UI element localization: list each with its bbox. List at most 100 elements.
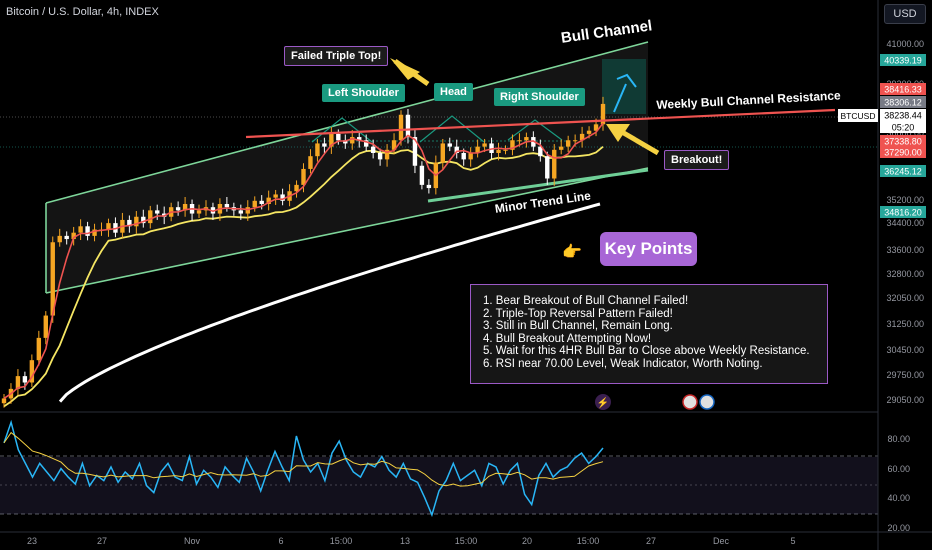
us-flag-event-icon-2[interactable] (699, 394, 715, 410)
candle-body (517, 140, 522, 142)
candle-body (405, 114, 411, 138)
rsi-band (0, 457, 878, 514)
time-tick-label: 15:00 (330, 536, 353, 546)
rsi-ma-line (3, 431, 604, 487)
breakout-arrowhead (616, 73, 637, 88)
us-flag-event-icon[interactable] (682, 394, 698, 410)
candle-body (559, 146, 564, 150)
candle-body (510, 140, 515, 150)
candle-body (412, 137, 418, 166)
key-points-box: 1. Bear Breakout of Bull Channel Failed!… (470, 284, 828, 384)
candle-body (1, 398, 7, 404)
currency-button[interactable]: USD (884, 4, 926, 24)
candle-body (182, 204, 188, 211)
key-point-6: 6. RSI near 70.00 Level, Weak Indicator,… (483, 357, 763, 370)
lightning-event-icon[interactable] (595, 394, 611, 410)
price-tag-bg (880, 109, 926, 121)
candle-body (579, 133, 585, 141)
time-tick-label: 15:00 (577, 536, 600, 546)
key-point-1: 1. Bear Breakout of Bull Channel Failed! (483, 295, 689, 307)
candle-body (43, 315, 48, 338)
price-tick-label: 32050.00 (886, 293, 924, 303)
price-tag-label: 40339.19 (884, 56, 922, 66)
rsi-axis-ticks: 80.00 60.00 40.00 20.00 (887, 434, 910, 533)
price-tick-label: 31250.00 (886, 319, 924, 329)
price-tag-label: 37290.00 (884, 148, 922, 158)
time-tick-label: 27 (646, 536, 656, 546)
candle-body (343, 140, 348, 144)
candle-body (238, 210, 244, 214)
price-tag-bg (880, 121, 926, 133)
price-tag-label: 38306.12 (884, 98, 922, 108)
price-tick-label: 32800.00 (886, 269, 924, 279)
candle-body (496, 149, 501, 153)
price-tick-label: 33600.00 (886, 245, 924, 255)
candle-body (106, 223, 111, 230)
lightning-glyph: ⚡ (597, 396, 609, 409)
failed-top-arrow-shaft (393, 58, 430, 87)
candle-body (15, 376, 21, 389)
candle-body (440, 143, 446, 163)
symbol-tag: BTCUSD (841, 111, 876, 121)
ma-fast-line (3, 122, 604, 400)
price-axis-tags: 40339.19 38416.33 38306.12 38238.44 05:20 373… (880, 54, 926, 218)
time-tick-label: Nov (184, 536, 201, 546)
candle-body (419, 165, 425, 185)
price-tick-label: 41000.00 (886, 39, 924, 49)
candle-body (224, 204, 230, 208)
time-tick-label: 6 (278, 536, 283, 546)
candle-body (127, 219, 132, 227)
candle-body (600, 103, 606, 125)
key-point-4: 4. Bull Breakout Attempting Now! (483, 332, 652, 345)
candle-body (308, 156, 313, 169)
candle-body (329, 133, 334, 147)
candle-body (552, 149, 557, 179)
candle-body (92, 229, 97, 236)
left-shoulder-label: Left Shoulder (322, 84, 405, 102)
candle-body (545, 156, 550, 179)
breakout-label: Breakout! (664, 150, 730, 170)
candle-body (50, 242, 55, 316)
candle-body (586, 130, 592, 134)
rsi-tick-label: 80.00 (887, 434, 910, 444)
price-tag-bg (880, 165, 926, 177)
candle-body (363, 140, 369, 147)
price-tag-bg (880, 54, 926, 66)
breakout-arrowhead-yellow (606, 124, 630, 142)
ma-slow-path (3, 146, 604, 408)
rsi-tick-label: 40.00 (887, 493, 910, 503)
candle-body (475, 146, 480, 153)
candle-body (503, 149, 508, 151)
right-shoulder-arc (507, 119, 563, 141)
candle-body (71, 232, 76, 240)
candle-body (572, 140, 578, 142)
candle-body (301, 168, 306, 185)
pointing-hand-icon: 👉 (562, 244, 582, 261)
ma-200-path (58, 202, 601, 403)
ma-slow-line (3, 146, 604, 408)
candle-body (294, 184, 299, 192)
time-tick-label: 15:00 (455, 536, 478, 546)
candle-body (336, 133, 341, 141)
ma-200-line (58, 202, 601, 403)
candle-body (134, 216, 139, 227)
price-tag-label: 05:20 (892, 123, 915, 133)
candle-body (196, 210, 202, 214)
price-tag-bg (880, 146, 926, 158)
price-tick-label: 35200.00 (886, 195, 924, 205)
candle-body (377, 153, 383, 160)
candle-body (384, 149, 390, 160)
rsi-tick-label: 20.00 (887, 523, 910, 533)
candle-body (447, 143, 452, 147)
price-tag-bg (880, 96, 926, 108)
candle-body (538, 146, 543, 157)
channel-bottom-line (45, 167, 649, 294)
failed-triple-top-label: Failed Triple Top! (284, 46, 389, 66)
candle-body (141, 216, 146, 224)
candle-body (29, 360, 35, 383)
price-tag-label: 34816.20 (884, 208, 922, 218)
price-tick-label: 29050.00 (886, 395, 924, 405)
minor-trend-line (427, 168, 649, 203)
